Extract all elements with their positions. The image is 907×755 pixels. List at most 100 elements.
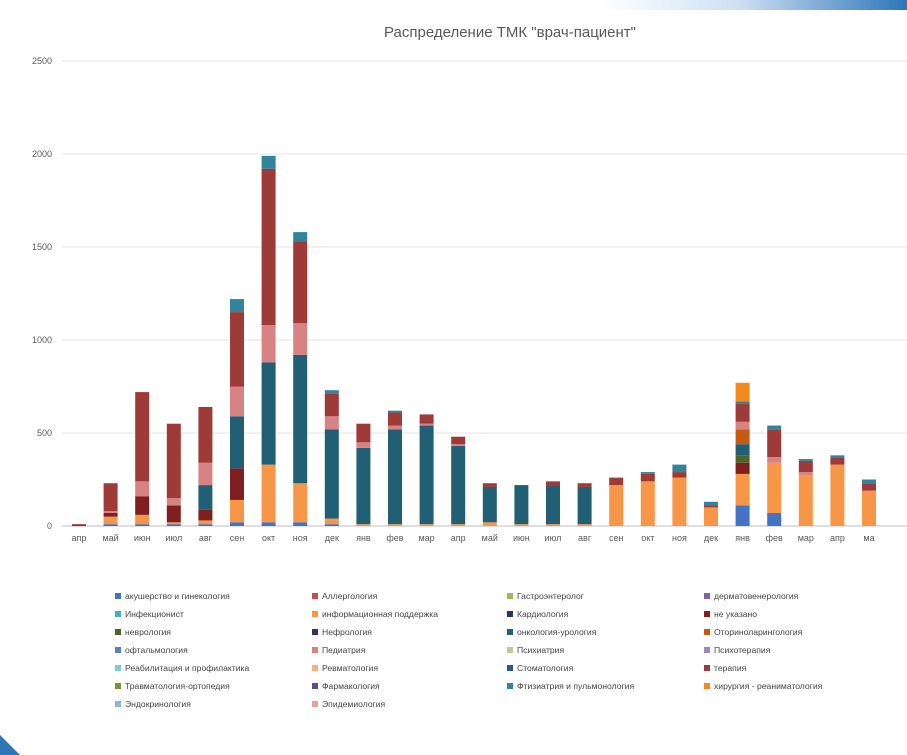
bar-segment [293,241,308,324]
bar-segment [135,392,150,482]
bar-segment [166,423,181,499]
bar-segment [798,472,813,476]
bar-segment [388,429,402,525]
legend-label: Кардиология [517,608,569,619]
legend-swatch [704,682,710,689]
legend-swatch [704,628,710,635]
x-tick-label: апр [451,533,466,543]
legend-label: дерматовенерология [714,590,799,601]
y-tick-label: 1000 [32,335,52,345]
legend-item: Эндокринология [115,696,312,711]
legend-item: онкология-урология [507,624,704,639]
bars [72,155,876,526]
bar-segment [261,522,276,526]
legend-label: Фтизиатрия и пульмонология [517,680,635,691]
legend-swatch [312,628,318,635]
bar-segment [640,473,655,482]
x-tick-label: дек [325,533,339,543]
bar-segment [735,429,750,445]
bar-segment [735,382,750,402]
legend-item: информационная поддержка [312,606,507,621]
legend-item: Психиатрия [507,642,704,657]
legend-swatch [115,646,121,653]
bar-segment [419,425,434,525]
legend-label: не указано [714,608,758,619]
x-tick-label: авг [199,533,213,543]
legend-label: Реабилитация и профилактика [125,662,250,673]
bar-segment [704,501,718,506]
bar-segment [198,520,213,525]
legend-label: хирургия - реаниматология [714,680,823,691]
bar-segment [103,512,118,517]
bar-segment [230,499,244,523]
legend-swatch [115,610,121,617]
legend-label: неврология [125,626,171,637]
bar-segment [103,524,118,526]
bar-segment [451,444,466,447]
legend-label: Педиатрия [322,644,366,655]
bar-segment [862,483,876,491]
x-tick-label: июл [545,533,562,543]
x-tick-label: фев [386,533,403,543]
y-tick-label: 0 [47,521,52,531]
legend-swatch [115,700,121,707]
bar-segment [798,475,813,526]
bar-segment [388,412,402,426]
bar-segment [672,464,687,473]
x-tick-label: дек [704,533,718,543]
x-tick-label: окт [641,533,654,543]
gridlines [62,60,907,527]
legend-label: Эпидемиология [322,698,386,709]
stacked-bar-chart: Распределение ТМК "врач-пациент" 0 500 100… [32,24,907,543]
bar-segment [830,455,845,458]
legend-label: офтальмология [125,644,188,655]
bar-segment [577,483,592,487]
legend-swatch [704,592,710,599]
bar-segment [388,425,402,430]
x-tick-label: ма [863,533,874,543]
legend-item: Эпидемиология [312,696,507,711]
bar-segment [735,462,750,474]
bar-segment [735,401,750,404]
bar-segment [103,511,118,513]
legend-item: не указано [704,606,895,621]
bar-segment [830,457,845,465]
legend-swatch [115,682,121,689]
bar-segment [767,425,782,430]
bar-segment [166,522,181,525]
legend-label: Гастроэнтеролог [517,590,584,601]
y-tick-label: 1500 [32,242,52,252]
bar-segment [261,325,276,363]
bar-segment [482,522,497,526]
bar-segment [293,232,308,242]
legend-swatch [312,682,318,689]
bar-segment [293,323,308,355]
bar-segment [577,486,592,525]
legend-swatch [507,682,513,689]
x-tick-label: июн [513,533,530,543]
x-axis-ticks: апр май июн июл авг сен окт ноя дек янв фев мар апр м… [72,533,875,543]
bar-segment [767,512,782,526]
x-tick-label: ноя [672,533,687,543]
x-tick-label: янв [356,533,371,543]
bar-segment [609,477,624,486]
legend-label: Психиатрия [517,644,565,655]
bar-segment [451,524,466,526]
bar-segment [735,455,750,463]
bar-segment [482,483,497,487]
bar-segment [135,481,150,497]
bar-segment [419,414,434,424]
legend-label: Инфекционист [125,608,184,619]
y-axis-ticks: 0 500 1000 1500 2000 2500 [32,56,52,531]
bar-segment [230,416,244,469]
bar-segment [419,524,434,526]
legend-swatch [312,610,318,617]
legend-label: онкология-урология [517,626,597,637]
bar-segment [324,416,339,430]
bar-segment [735,421,750,430]
legend-item: Реабилитация и профилактика [115,660,312,675]
legend-item: офтальмология [115,642,312,657]
bar-segment [356,447,371,525]
x-tick-label: июл [165,533,182,543]
bar-segment [388,524,402,526]
